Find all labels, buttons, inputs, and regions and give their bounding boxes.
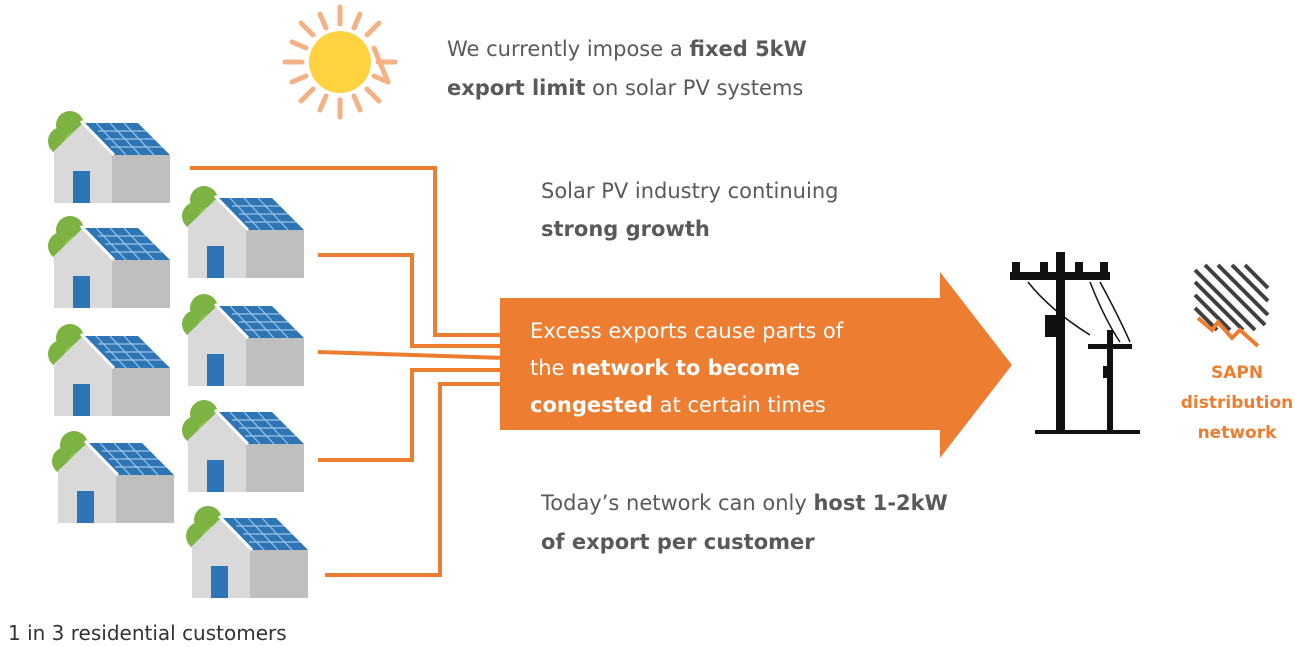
arrow-text-line: congested at certain times — [530, 393, 826, 417]
text-run: of export per customer — [541, 530, 815, 554]
text-run: on solar PV systems — [585, 76, 803, 100]
text-run: strong growth — [541, 217, 710, 241]
houses-label: 1 in 3 residential customers — [8, 621, 287, 645]
text-run: We currently impose a — [447, 37, 689, 61]
text-run: export limit — [447, 76, 585, 100]
note-line: of export per customer — [541, 530, 815, 554]
note-line: strong growth — [541, 217, 710, 241]
text-run: Today’s network can only — [540, 491, 813, 515]
text-run: host 1-2kW — [813, 491, 947, 515]
text-run: at certain times — [653, 393, 826, 417]
network-label: SAPN — [1211, 363, 1263, 383]
page: We currently impose a fixed 5kW export li… — [0, 0, 1295, 647]
note-line: Solar PV industry continuing — [541, 179, 838, 203]
note-line: Today’s network can only host 1-2kW — [540, 491, 948, 515]
note-line: export limit on solar PV systems — [447, 76, 803, 100]
note-line: We currently impose a fixed 5kW — [447, 37, 807, 61]
houses — [48, 111, 308, 598]
sun — [285, 7, 395, 117]
text-run: fixed 5kW — [689, 37, 806, 61]
arrow-text-line: the network to become — [530, 356, 800, 380]
text-run: network to become — [571, 356, 800, 380]
text-run: Excess exports cause parts of — [530, 319, 844, 343]
network-label: distribution — [1181, 393, 1293, 413]
logo — [1195, 265, 1268, 346]
text-run: the — [530, 356, 571, 380]
text-run: Solar PV industry continuing — [541, 179, 838, 203]
network-label: network — [1198, 423, 1278, 443]
diagram: We currently impose a fixed 5kW export li… — [0, 0, 1295, 647]
text-run: congested — [530, 393, 653, 417]
power-pole — [1010, 252, 1140, 434]
arrow-text-line: Excess exports cause parts of — [530, 319, 844, 343]
